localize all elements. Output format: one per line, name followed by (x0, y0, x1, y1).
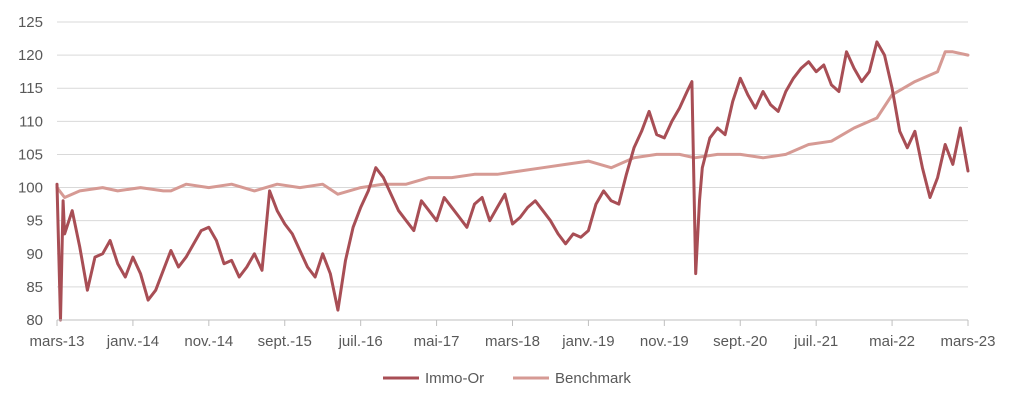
y-tick-label: 115 (19, 80, 43, 97)
x-tick-label: juil.-16 (338, 333, 383, 350)
legend: Immo-Or Benchmark (383, 370, 631, 387)
y-tick-label: 110 (19, 113, 43, 130)
x-tick-label: nov.-14 (184, 333, 233, 350)
legend-label: Benchmark (555, 370, 631, 387)
x-tick-label: janv.-14 (106, 333, 159, 350)
x-tick-label: juil.-21 (793, 333, 838, 350)
y-tick-label: 95 (26, 213, 43, 230)
y-tick-label: 80 (26, 312, 43, 329)
x-tick-label: mars-13 (29, 333, 84, 350)
x-tick-label: mai-22 (869, 333, 915, 350)
y-tick-label: 125 (18, 14, 43, 31)
y-tick-label: 90 (26, 246, 43, 263)
series-lines (55, 40, 970, 322)
y-tick-label: 100 (18, 180, 43, 197)
x-tick-label: sept.-15 (258, 333, 312, 350)
legend-label: Immo-Or (425, 370, 484, 387)
series-line-benchmark (55, 50, 970, 199)
y-tick-label: 120 (18, 47, 43, 64)
x-tick-label: mars-23 (940, 333, 995, 350)
series-line-immo-or (55, 40, 970, 322)
gridlines (57, 21, 968, 321)
y-tick-label: 85 (26, 279, 43, 296)
x-tick-label: janv.-19 (561, 333, 614, 350)
y-axis: 80 85 90 95 100 105 110 115 120 125 (18, 14, 43, 329)
x-axis: mars-13 janv.-14 nov.-14 sept.-15 juil.-16 ma… (29, 319, 996, 350)
x-tick-label: sept.-20 (713, 333, 767, 350)
x-tick-label: mai-17 (414, 333, 460, 350)
x-tick-label: nov.-19 (640, 333, 689, 350)
x-tick-label: mars-18 (485, 333, 540, 350)
y-tick-label: 105 (18, 146, 43, 163)
